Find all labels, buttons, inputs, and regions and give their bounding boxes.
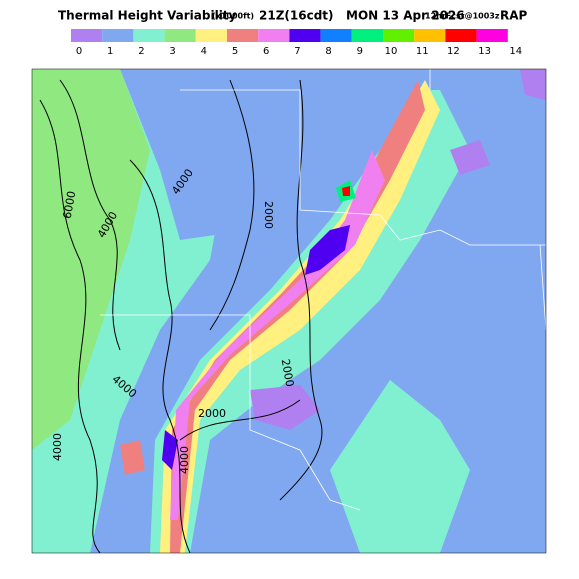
field-region — [342, 186, 350, 196]
colorbar-swatch — [133, 29, 165, 42]
colorbar-label: 14 — [509, 46, 522, 57]
contour-label: 2000 — [198, 407, 226, 420]
colorbar-swatch — [289, 29, 321, 42]
colorbar-label: 10 — [385, 46, 398, 57]
colorbar-label: 3 — [169, 46, 175, 57]
field-region — [32, 69, 150, 450]
colorbar-label: 2 — [138, 46, 144, 57]
field-region — [520, 69, 546, 100]
contour-label: 4000 — [51, 433, 64, 461]
unit: (x1000ft) — [212, 12, 254, 21]
field-region — [120, 69, 260, 240]
colorbar-swatch — [102, 29, 134, 42]
colorbar-label: 13 — [478, 46, 491, 57]
map-frame — [31, 68, 547, 554]
contour-label: 6000 — [61, 190, 79, 220]
colorbar-label: 1 — [107, 46, 113, 57]
map — [31, 68, 547, 554]
colorbar-swatch — [383, 29, 415, 42]
header: Thermal Height Variability (x1000ft) 21Z… — [58, 9, 528, 23]
field-region — [250, 385, 320, 430]
colorbar-swatch — [320, 29, 352, 42]
colorbar-label: 5 — [232, 46, 238, 57]
colorbar-swatch — [258, 29, 290, 42]
colorbar-label: 7 — [294, 46, 300, 57]
colorbar-label: 11 — [416, 46, 429, 57]
colorbar-swatch — [164, 29, 196, 42]
contour-label: 2000 — [262, 201, 275, 229]
colorbar-label: 12 — [447, 46, 460, 57]
date: MON 13 Apr 2026 — [346, 9, 465, 23]
forecast: 12hrFcst@1003z — [425, 12, 500, 21]
title: Thermal Height Variability — [58, 9, 237, 23]
colorbar-label: 6 — [263, 46, 269, 57]
colorbar: 0 1 2 3 4 5 6 7 8 9 10 11 12 13 14 — [71, 29, 522, 57]
model: RAP — [500, 9, 528, 23]
valid-time: 21Z(16cdt) — [259, 9, 334, 23]
field-region — [305, 225, 350, 275]
contour-label: 2000 — [279, 358, 297, 388]
colorbar-label: 0 — [76, 46, 82, 57]
colorbar-label: 4 — [201, 46, 207, 57]
colorbar-swatch — [445, 29, 477, 42]
contours — [39, 79, 323, 553]
colorbar-swatch — [195, 29, 227, 42]
colorbar-swatch — [414, 29, 446, 42]
colorbar-swatch — [227, 29, 259, 42]
colorbar-swatch — [351, 29, 383, 42]
field-region — [240, 69, 546, 553]
field-region — [120, 440, 145, 475]
field-region — [450, 140, 490, 175]
contour-label: 4000 — [178, 446, 191, 474]
colorbar-swatch — [476, 29, 508, 42]
colorbar-swatch — [71, 29, 103, 42]
colorbar-label: 8 — [325, 46, 331, 57]
borders — [100, 69, 546, 511]
field-region — [162, 430, 178, 470]
colorbar-label: 9 — [357, 46, 363, 57]
field-region — [330, 380, 470, 553]
